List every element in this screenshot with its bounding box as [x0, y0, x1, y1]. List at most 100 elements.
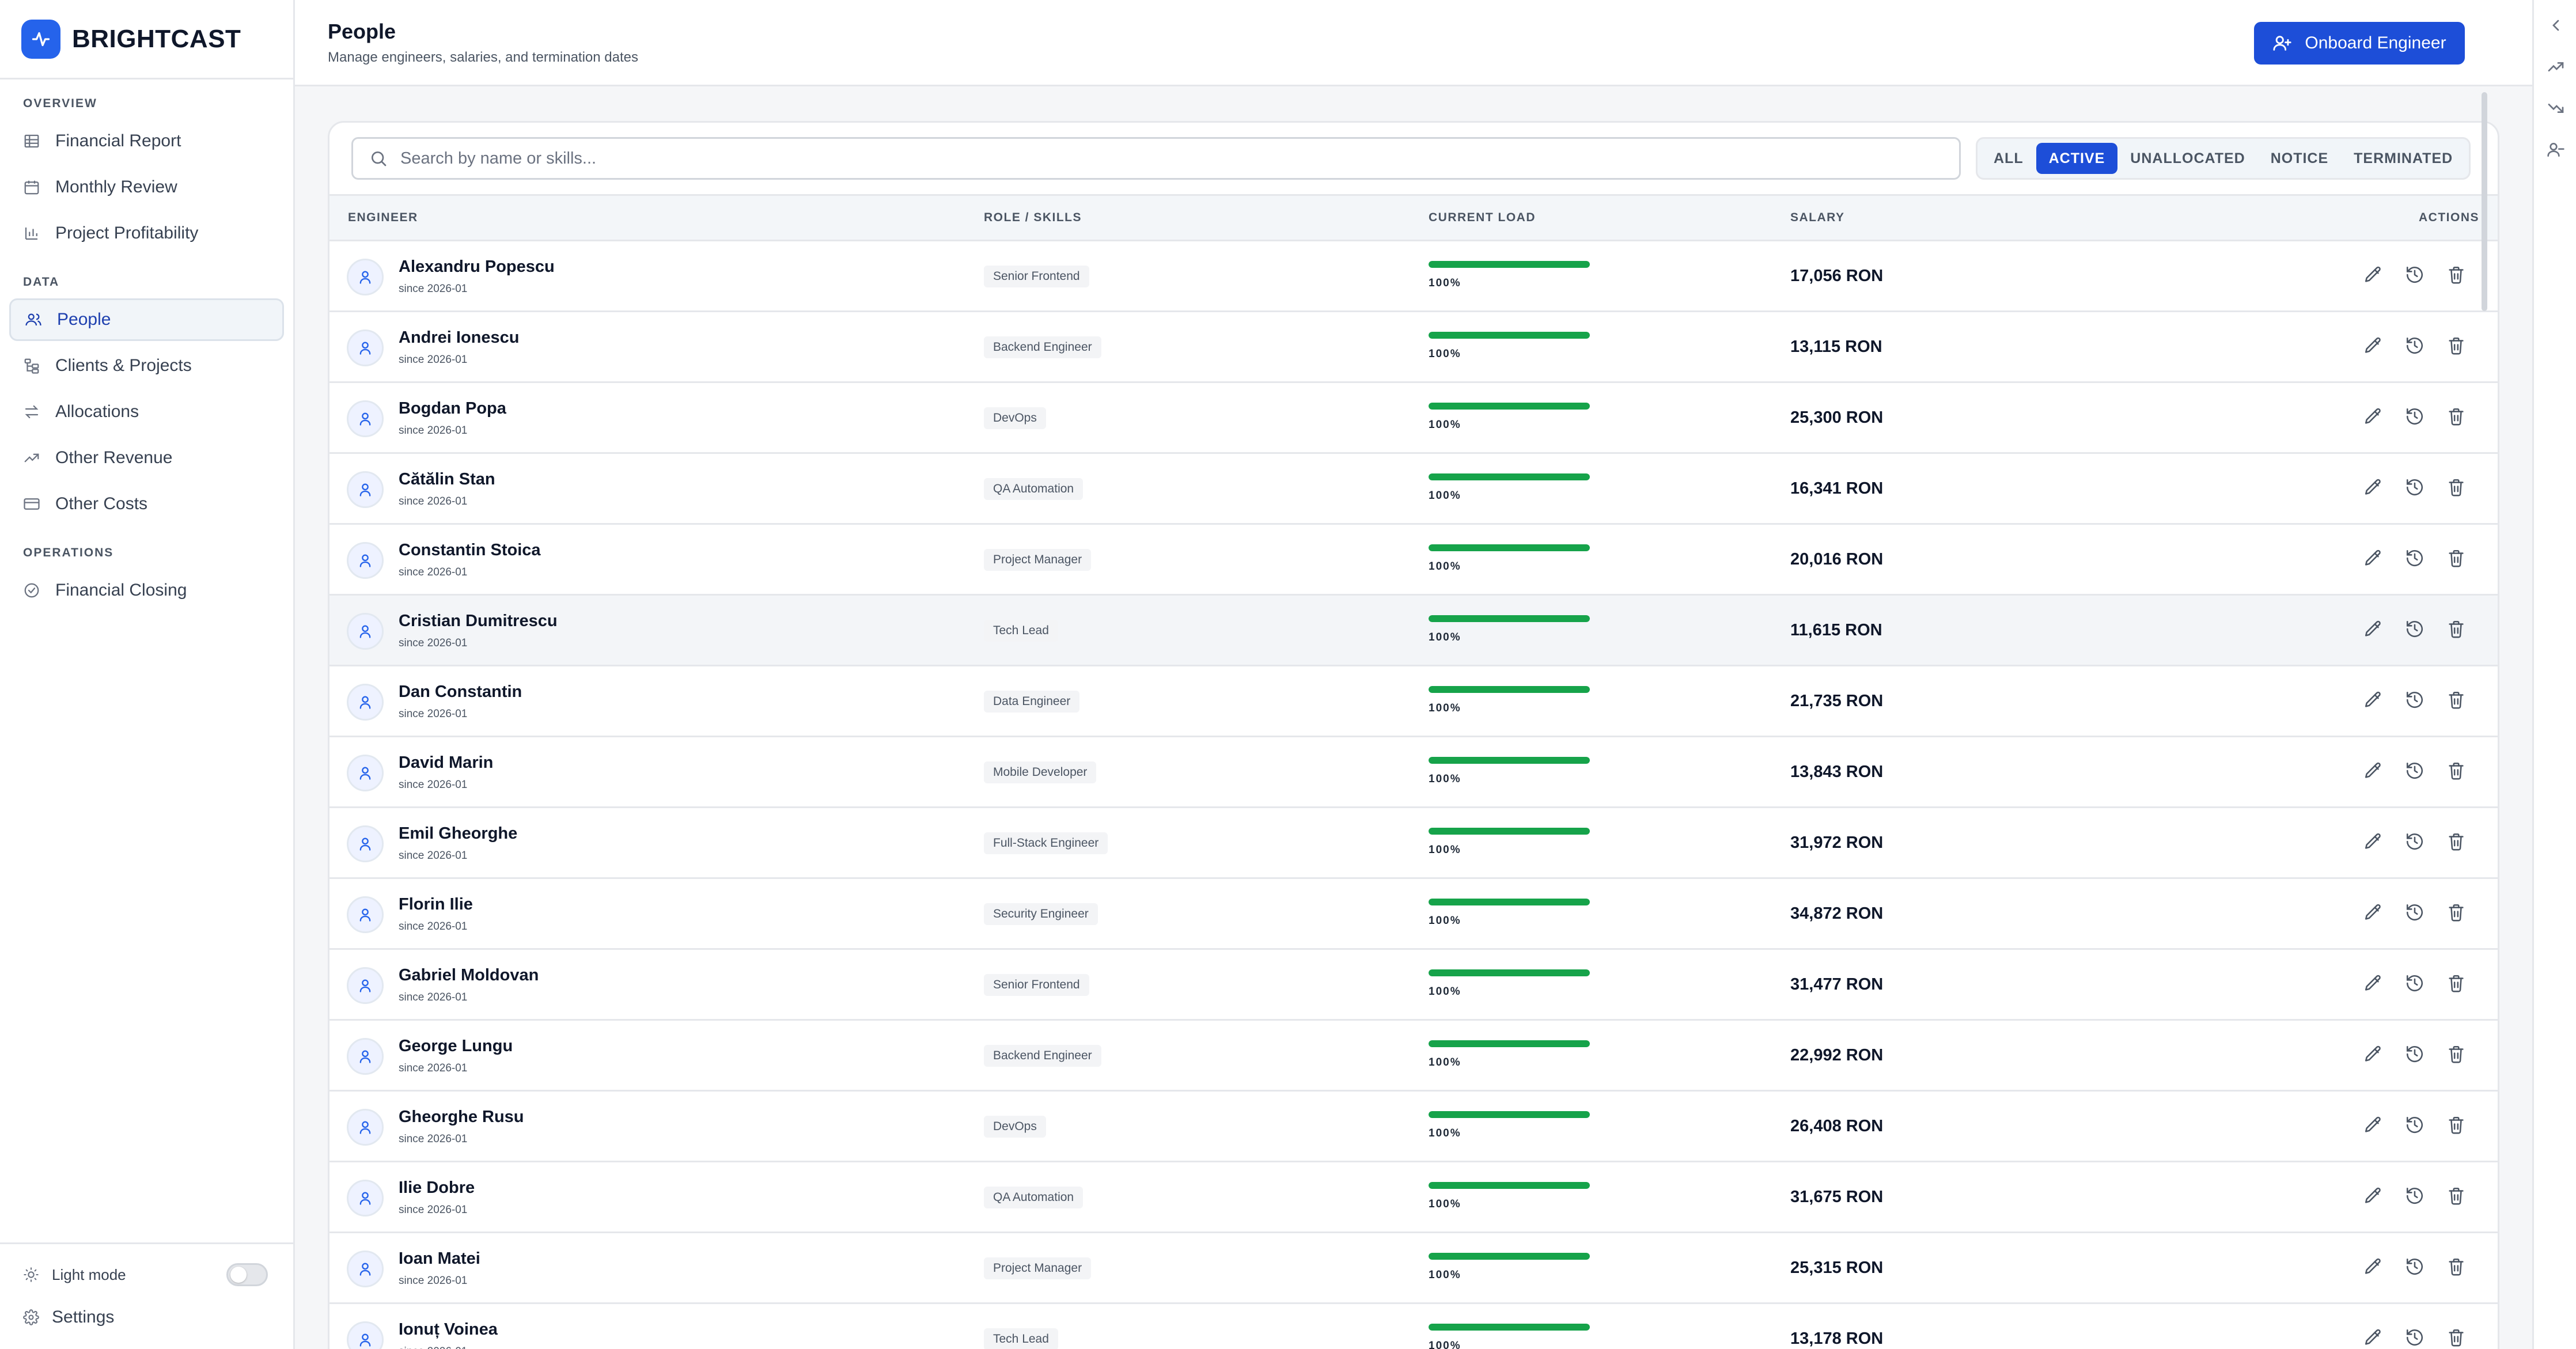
edit-icon[interactable] [2363, 1327, 2384, 1348]
edit-icon[interactable] [2363, 619, 2384, 639]
engineer-name[interactable]: Cătălin Stan [399, 470, 495, 488]
user-minus-icon[interactable] [2547, 141, 2565, 159]
trending-up-icon[interactable] [2547, 58, 2565, 76]
trash-icon[interactable] [2446, 1115, 2467, 1135]
edit-icon[interactable] [2363, 548, 2384, 569]
engineer-name[interactable]: Florin Ilie [399, 895, 473, 914]
table-row[interactable]: Ioan Matei since 2026-01 Project Manager 10… [329, 1233, 2498, 1304]
edit-icon[interactable] [2363, 831, 2384, 852]
history-icon[interactable] [2404, 548, 2425, 569]
column-engineer[interactable]: ENGINEER [348, 211, 418, 224]
trash-icon[interactable] [2446, 689, 2467, 710]
edit-icon[interactable] [2363, 1185, 2384, 1206]
table-row[interactable]: Alexandru Popescu since 2026-01 Senior Fro… [329, 241, 2498, 312]
engineer-name[interactable]: Constantin Stoica [399, 541, 541, 559]
history-icon[interactable] [2404, 477, 2425, 498]
edit-icon[interactable] [2363, 973, 2384, 994]
edit-icon[interactable] [2363, 1256, 2384, 1277]
filter-active[interactable]: ACTIVE [2036, 143, 2118, 174]
table-row[interactable]: Dan Constantin since 2026-01 Data Engineer… [329, 666, 2498, 737]
engineer-name[interactable]: Emil Gheorghe [399, 824, 518, 843]
edit-icon[interactable] [2363, 1044, 2384, 1064]
filter-terminated[interactable]: TERMINATED [2354, 150, 2453, 166]
engineer-name[interactable]: Alexandru Popescu [399, 257, 555, 276]
trash-icon[interactable] [2446, 406, 2467, 427]
sidebar-item-people[interactable]: People [9, 298, 284, 341]
history-icon[interactable] [2404, 1044, 2425, 1064]
edit-icon[interactable] [2363, 902, 2384, 923]
table-row[interactable]: Cristian Dumitrescu since 2026-01 Tech Lea… [329, 596, 2498, 666]
brand[interactable]: BRIGHTCAST [0, 0, 293, 79]
history-icon[interactable] [2404, 264, 2425, 285]
history-icon[interactable] [2404, 406, 2425, 427]
edit-icon[interactable] [2363, 1115, 2384, 1135]
filter-unallocated[interactable]: UNALLOCATED [2130, 150, 2245, 166]
scrollbar-thumb[interactable] [2482, 92, 2487, 311]
edit-icon[interactable] [2363, 760, 2384, 781]
engineer-name[interactable]: Dan Constantin [399, 683, 522, 701]
engineer-name[interactable]: Gheorghe Rusu [399, 1108, 524, 1126]
engineer-name[interactable]: Cristian Dumitrescu [399, 612, 558, 630]
engineer-name[interactable]: David Marin [399, 753, 494, 772]
trash-icon[interactable] [2446, 831, 2467, 852]
edit-icon[interactable] [2363, 477, 2384, 498]
trash-icon[interactable] [2446, 1044, 2467, 1064]
trash-icon[interactable] [2446, 264, 2467, 285]
edit-icon[interactable] [2363, 264, 2384, 285]
history-icon[interactable] [2404, 1185, 2425, 1206]
onboard-engineer-button[interactable]: Onboard Engineer [2254, 22, 2465, 65]
trash-icon[interactable] [2446, 1256, 2467, 1277]
search-box[interactable] [351, 137, 1961, 180]
table-row[interactable]: Bogdan Popa since 2026-01 DevOps 100% 25,300… [329, 383, 2498, 454]
table-row[interactable]: Ionuț Voinea since 2026-01 Tech Lead 100% 13… [329, 1304, 2498, 1349]
engineer-name[interactable]: Ilie Dobre [399, 1179, 475, 1197]
sidebar-item-allocations[interactable]: Allocations [9, 391, 284, 433]
history-icon[interactable] [2404, 1256, 2425, 1277]
trash-icon[interactable] [2446, 1327, 2467, 1348]
table-row[interactable]: George Lungu since 2026-01 Backend Enginee… [329, 1021, 2498, 1092]
trash-icon[interactable] [2446, 335, 2467, 356]
history-icon[interactable] [2404, 973, 2425, 994]
table-row[interactable]: Gabriel Moldovan since 2026-01 Senior Fron… [329, 950, 2498, 1021]
table-row[interactable]: Andrei Ionescu since 2026-01 Backend Engin… [329, 312, 2498, 383]
trash-icon[interactable] [2446, 1185, 2467, 1206]
scrollbar[interactable] [2480, 86, 2488, 1349]
engineer-name[interactable]: George Lungu [399, 1037, 513, 1055]
sidebar-item-other-revenue[interactable]: Other Revenue [9, 437, 284, 479]
column-load[interactable]: CURRENT LOAD [1429, 211, 1536, 224]
filter-notice[interactable]: NOTICE [2270, 150, 2329, 166]
settings-link[interactable]: Settings [9, 1296, 284, 1339]
table-row[interactable]: Gheorghe Rusu since 2026-01 DevOps 100% 26,4… [329, 1092, 2498, 1162]
sidebar-item-financial-closing[interactable]: Financial Closing [9, 569, 284, 612]
history-icon[interactable] [2404, 619, 2425, 639]
trash-icon[interactable] [2446, 760, 2467, 781]
search-input[interactable] [400, 149, 1956, 168]
chevron-left-icon[interactable] [2547, 16, 2565, 35]
column-role[interactable]: ROLE / SKILLS [984, 211, 1082, 224]
sidebar-item-monthly-review[interactable]: Monthly Review [9, 166, 284, 209]
edit-icon[interactable] [2363, 689, 2384, 710]
engineer-name[interactable]: Ioan Matei [399, 1249, 480, 1268]
table-row[interactable]: Ilie Dobre since 2026-01 QA Automation 100%… [329, 1162, 2498, 1233]
history-icon[interactable] [2404, 1327, 2425, 1348]
table-row[interactable]: Emil Gheorghe since 2026-01 Full-Stack Eng… [329, 808, 2498, 879]
table-row[interactable]: David Marin since 2026-01 Mobile Developer… [329, 737, 2498, 808]
history-icon[interactable] [2404, 1115, 2425, 1135]
history-icon[interactable] [2404, 902, 2425, 923]
trash-icon[interactable] [2446, 973, 2467, 994]
sidebar-item-financial-report[interactable]: Financial Report [9, 120, 284, 162]
edit-icon[interactable] [2363, 406, 2384, 427]
engineer-name[interactable]: Bogdan Popa [399, 399, 506, 418]
table-row[interactable]: Cătălin Stan since 2026-01 QA Automation 10… [329, 454, 2498, 525]
history-icon[interactable] [2404, 760, 2425, 781]
trash-icon[interactable] [2446, 902, 2467, 923]
engineer-name[interactable]: Ionuț Voinea [399, 1320, 498, 1339]
trash-icon[interactable] [2446, 477, 2467, 498]
trending-down-icon[interactable] [2547, 99, 2565, 118]
filter-all[interactable]: ALL [1994, 150, 2024, 166]
engineer-name[interactable]: Gabriel Moldovan [399, 966, 539, 984]
sidebar-item-other-costs[interactable]: Other Costs [9, 483, 284, 525]
table-row[interactable]: Constantin Stoica since 2026-01 Project Ma… [329, 525, 2498, 596]
history-icon[interactable] [2404, 831, 2425, 852]
theme-toggle[interactable] [226, 1263, 268, 1286]
